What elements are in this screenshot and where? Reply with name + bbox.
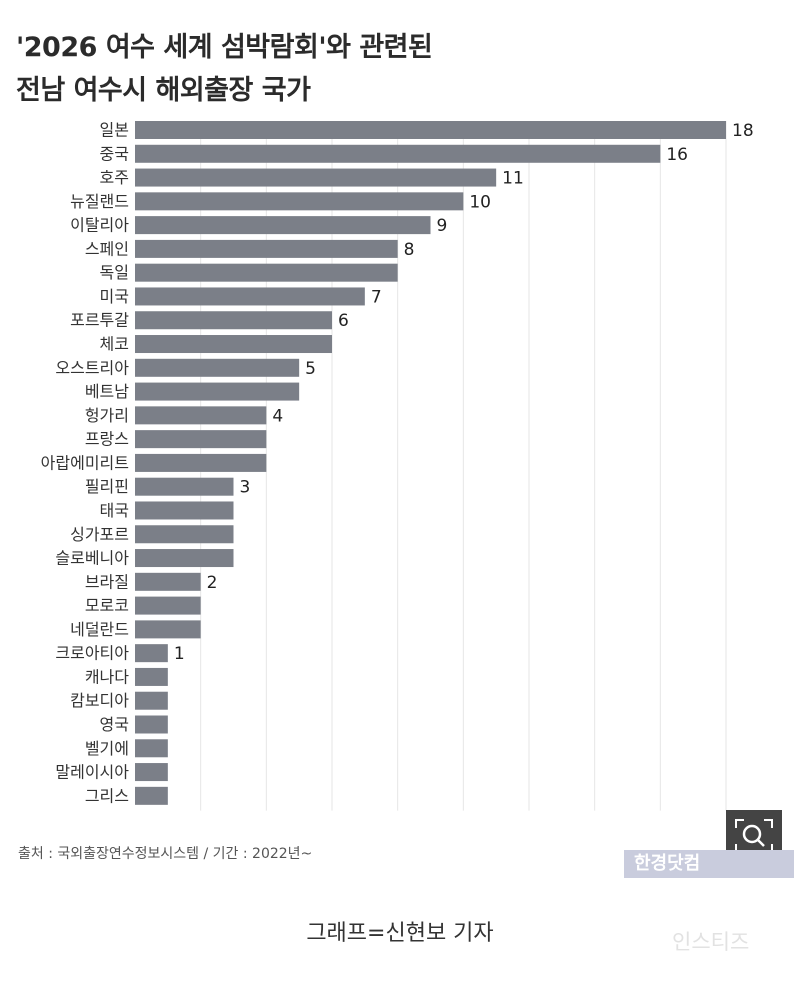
bar-6 (135, 263, 398, 282)
value-label: 3 (240, 478, 251, 498)
category-label: 미국 (100, 287, 129, 306)
bar-28 (135, 786, 168, 805)
bar-19 (135, 572, 201, 591)
category-label: 헝가리 (85, 406, 129, 425)
bar-17 (135, 525, 234, 544)
bar-16 (135, 501, 234, 520)
bar-22 (135, 644, 168, 663)
category-label: 중국 (100, 144, 129, 163)
bar-2 (135, 168, 497, 187)
bar-3 (135, 192, 464, 211)
category-label: 베트남 (85, 382, 129, 401)
chart-title: '2026 여수 세계 섬박람회'와 관련된 전남 여수시 해외출장 국가 (16, 26, 433, 112)
bar-27 (135, 763, 168, 782)
bar-7 (135, 287, 365, 306)
category-label: 슬로베니아 (55, 549, 129, 568)
value-label: 16 (666, 145, 688, 165)
chart-title-line2: 전남 여수시 해외출장 국가 (16, 75, 311, 106)
value-label: 1 (174, 644, 185, 664)
category-label: 캄보디아 (70, 691, 129, 710)
brand-logo: 한경닷컴 (624, 850, 794, 878)
bar-15 (135, 477, 234, 496)
bar-13 (135, 430, 267, 449)
bar-26 (135, 739, 168, 758)
category-label: 포르투갈 (70, 311, 129, 330)
value-label: 4 (272, 406, 283, 426)
bar-23 (135, 667, 168, 686)
category-label: 브라질 (85, 572, 129, 591)
category-label: 크로아티아 (55, 644, 129, 663)
value-label: 5 (305, 359, 316, 379)
category-label: 스페인 (85, 239, 129, 258)
category-label: 모로코 (85, 596, 129, 615)
category-label: 독일 (100, 263, 129, 282)
category-label: 벨기에 (85, 739, 129, 758)
chart-title-line1: '2026 여수 세계 섬박람회'와 관련된 (16, 32, 433, 63)
value-label: 7 (371, 287, 382, 307)
category-label: 일본 (100, 121, 129, 140)
bar-24 (135, 691, 168, 710)
category-label: 캐나다 (85, 667, 129, 686)
watermark: 인스티즈 (672, 930, 750, 954)
graph-credit: 그래프=신현보 기자 (306, 921, 494, 946)
bar-21 (135, 620, 201, 639)
category-label: 프랑스 (85, 430, 129, 449)
value-label: 9 (437, 216, 448, 236)
category-label: 이탈리아 (70, 216, 129, 235)
bar-11 (135, 382, 300, 401)
category-label: 말레이시아 (55, 763, 129, 782)
bar-12 (135, 406, 267, 425)
category-label: 아랍에미리트 (41, 453, 129, 472)
category-label: 그리스 (85, 786, 129, 805)
bar-10 (135, 358, 300, 377)
value-label: 11 (502, 169, 524, 189)
value-label: 8 (404, 240, 415, 260)
category-label: 태국 (100, 501, 129, 520)
bar-9 (135, 335, 332, 354)
bar-1 (135, 144, 661, 163)
bar-14 (135, 453, 267, 472)
zoom-in-icon (735, 819, 773, 853)
value-label: 10 (469, 192, 491, 212)
value-label: 18 (732, 121, 754, 141)
category-label: 오스트리아 (55, 358, 129, 377)
category-label: 호주 (100, 168, 129, 187)
bar-18 (135, 549, 234, 568)
category-label: 네덜란드 (70, 620, 129, 639)
bar-8 (135, 311, 332, 330)
bar-25 (135, 715, 168, 734)
value-label: 2 (207, 573, 218, 593)
category-label: 체코 (100, 335, 129, 354)
category-label: 싱가포르 (70, 525, 129, 544)
value-label: 6 (338, 311, 349, 331)
bar-5 (135, 239, 398, 258)
bar-4 (135, 216, 431, 235)
bar-0 (135, 121, 726, 139)
category-label: 영국 (100, 715, 129, 734)
source-note: 출처 : 국외출장연수정보시스템 / 기간 : 2022년~ (18, 846, 313, 862)
category-label: 필리핀 (85, 477, 129, 496)
bar-20 (135, 596, 201, 615)
category-label: 뉴질랜드 (70, 192, 129, 211)
